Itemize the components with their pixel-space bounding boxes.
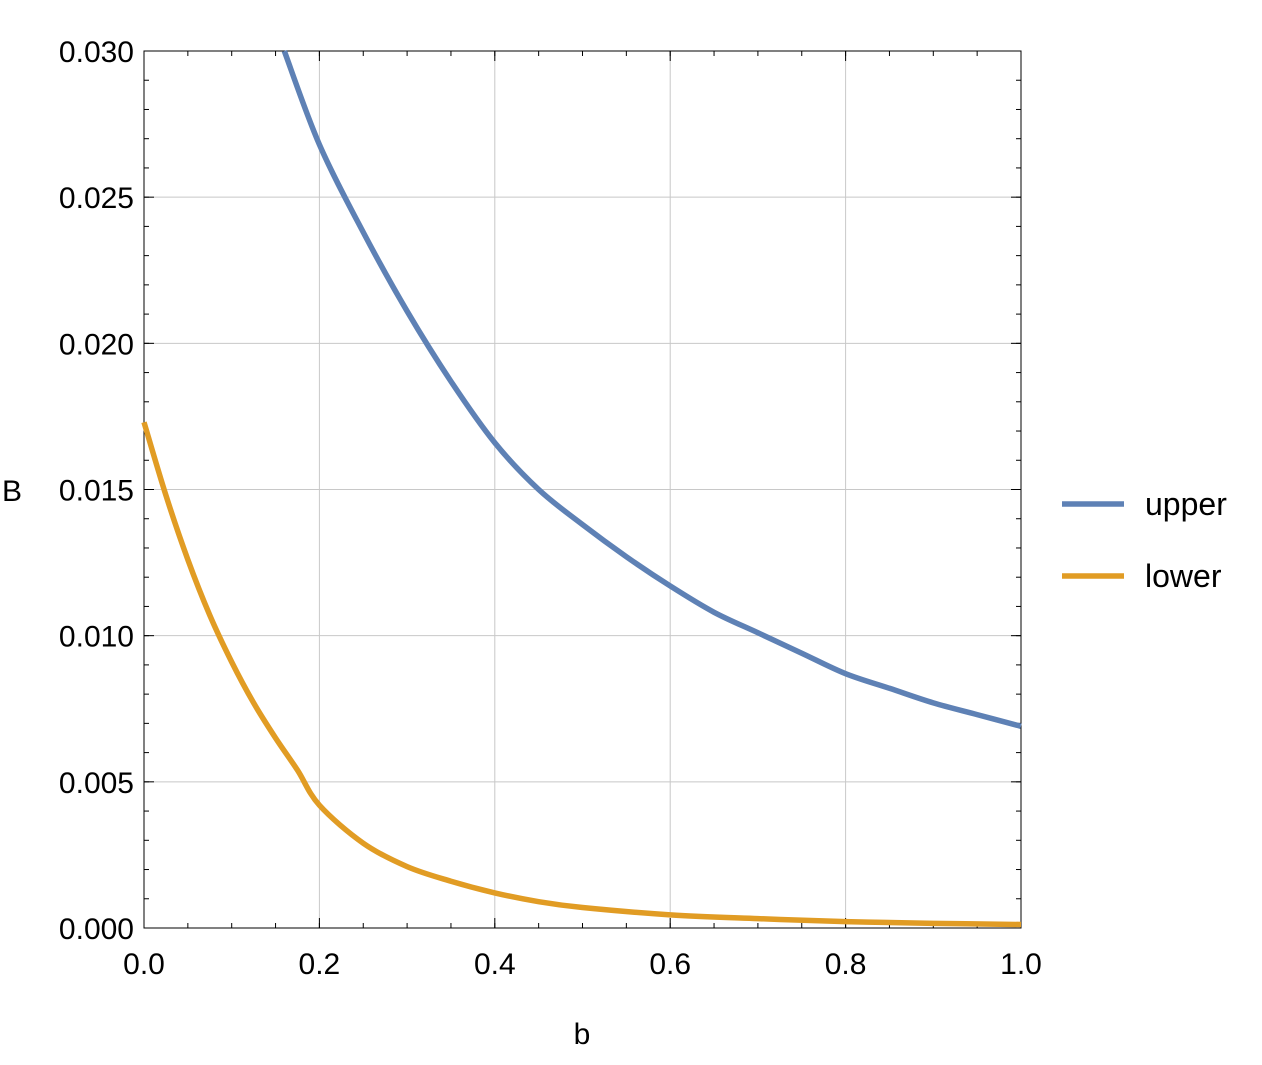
legend-label-lower: lower: [1145, 558, 1222, 594]
plot-frame: [143, 50, 1022, 929]
x-tick-label: 1.0: [1000, 948, 1042, 981]
series-line-lower: [141, 421, 1022, 928]
x-tick-label: 0.2: [299, 948, 341, 981]
y-tick-label: 0.020: [59, 328, 134, 361]
y-tick-label: 0.000: [59, 913, 134, 946]
x-tick-labels: 0.0 0.2 0.4 0.6 0.8 1.0: [123, 948, 1042, 981]
x-tick-label: 0.4: [474, 948, 516, 981]
series-line-upper: [281, 50, 1022, 729]
y-tick-label: 0.030: [59, 36, 134, 69]
x-tick-label: 0.8: [825, 948, 867, 981]
x-axis-label: b: [574, 1018, 591, 1051]
legend-label-upper: upper: [1145, 486, 1227, 522]
series-lines: [141, 50, 1022, 928]
y-tick-label: 0.015: [59, 475, 134, 508]
y-tick-label: 0.025: [59, 182, 134, 215]
y-tick-label: 0.005: [59, 767, 134, 800]
y-tick-label: 0.010: [59, 621, 134, 654]
y-axis-label: B: [2, 475, 22, 508]
grid: [144, 51, 1021, 928]
x-tick-label: 0.0: [123, 948, 165, 981]
x-tick-label: 0.6: [649, 948, 691, 981]
y-tick-labels: 0.000 0.005 0.010 0.015 0.020 0.025 0.030: [59, 36, 134, 946]
legend: upper lower: [1062, 486, 1227, 594]
